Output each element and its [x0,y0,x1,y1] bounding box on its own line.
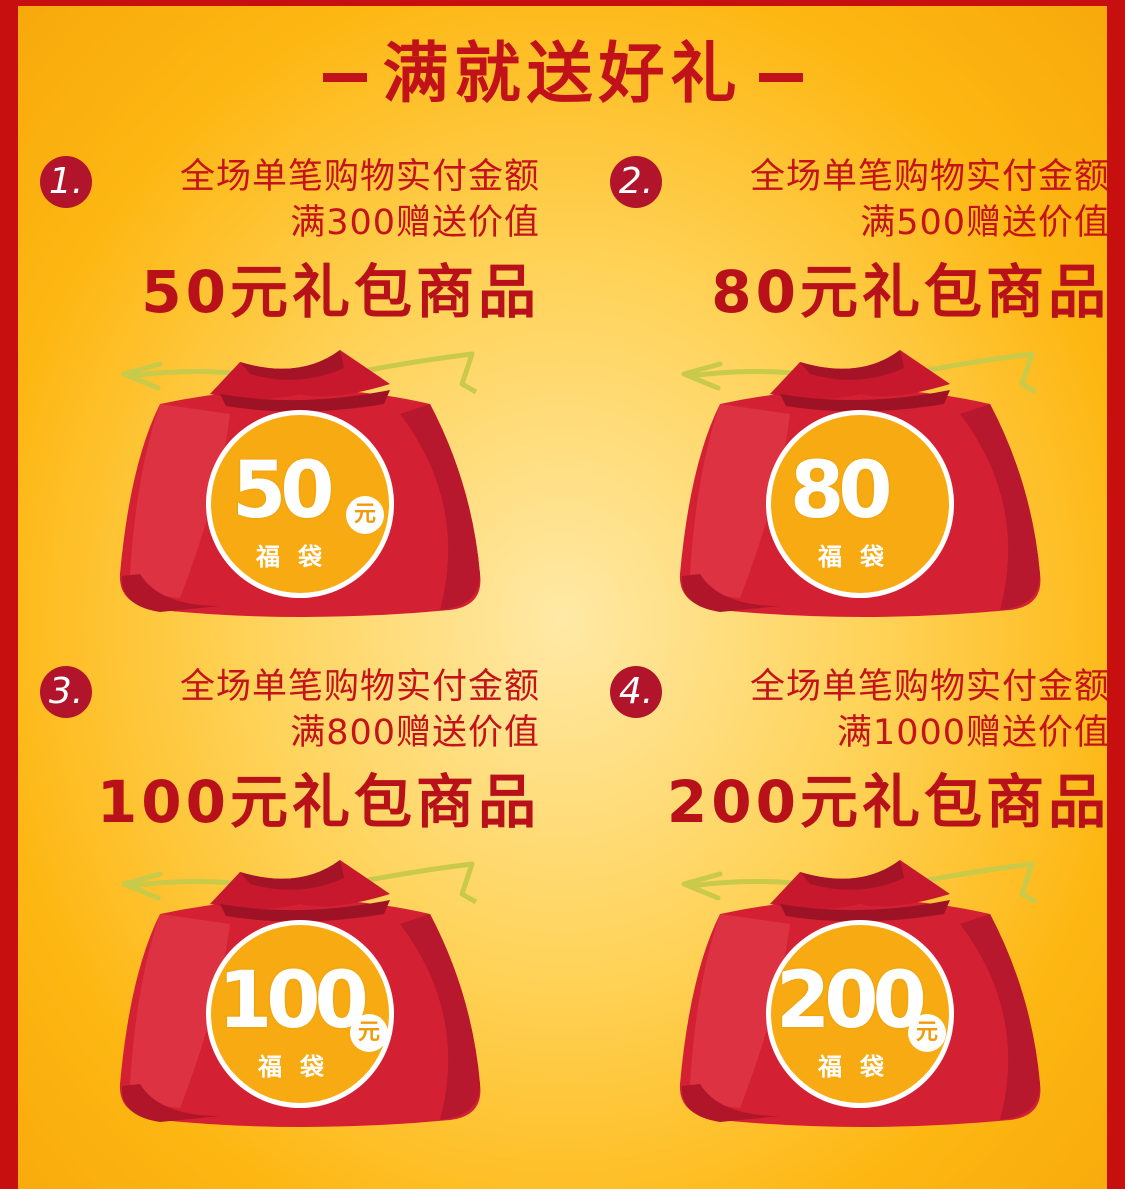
badge-value: 200 [776,956,927,1046]
offer-3: 3. 全场单笔购物实付金额 满800赠送价值 100元礼包商品 [40,664,540,842]
lucky-bag-icon [119,860,481,1127]
lucky-bag-icon [119,350,481,617]
badge-value: 100 [218,956,369,1046]
lucky-bag-4: 200 元 福袋 [660,854,1060,1134]
badge-value: 80 [790,446,893,536]
offer-condition: 全场单笔购物实付金额 [749,157,1110,197]
offer-condition: 全场单笔购物实付金额 [179,667,540,707]
offer-condition: 全场单笔购物实付金额 [179,157,540,197]
offer-4: 4. 全场单笔购物实付金额 满1000赠送价值 200元礼包商品 [610,664,1110,842]
badge-label: 福袋 [818,1053,902,1081]
badge-label: 福袋 [256,543,340,571]
offer-threshold: 满300赠送价值 [290,203,540,243]
offer-header: 2. 全场单笔购物实付金额 满500赠送价值 [610,154,1110,246]
page-title: 满就送好礼 [18,28,1107,120]
lucky-bag-2: 80 福袋 [660,344,1060,624]
lucky-bag-icon [679,860,1041,1127]
offer-number: 2. [610,156,662,208]
offer-reward: 50元礼包商品 [141,258,540,326]
offer-1: 1. 全场单笔购物实付金额 满300赠送价值 50元礼包商品 [40,154,540,332]
title-text: 满就送好礼 [382,35,743,112]
badge-label: 福袋 [258,1053,342,1081]
badge-unit: 元 [350,1014,388,1052]
offer-number: 4. [610,666,662,718]
offer-condition: 全场单笔购物实付金额 [749,667,1110,707]
title-dash-right [758,73,803,83]
lucky-bag-icon [679,350,1041,617]
badge-unit: 元 [908,1014,946,1052]
offer-header: 1. 全场单笔购物实付金额 满300赠送价值 [40,154,540,246]
badge-value: 50 [232,446,335,536]
lucky-bag-1: 50 元 福袋 [100,344,500,624]
offer-threshold: 满500赠送价值 [860,203,1110,243]
offer-threshold: 满1000赠送价值 [836,713,1110,753]
offer-header: 3. 全场单笔购物实付金额 满800赠送价值 [40,664,540,756]
title-dash-left [322,73,367,83]
offer-reward: 80元礼包商品 [711,258,1110,326]
offer-2: 2. 全场单笔购物实付金额 满500赠送价值 80元礼包商品 [610,154,1110,332]
offer-number: 3. [40,666,92,718]
lucky-bag-3: 100 元 福袋 [100,854,500,1134]
offer-reward: 200元礼包商品 [666,768,1110,836]
offer-number: 1. [40,156,92,208]
badge-label: 福袋 [818,543,902,571]
badge-unit: 元 [346,496,384,534]
offer-reward: 100元礼包商品 [96,768,540,836]
offer-header: 4. 全场单笔购物实付金额 满1000赠送价值 [610,664,1110,756]
offer-threshold: 满800赠送价值 [290,713,540,753]
